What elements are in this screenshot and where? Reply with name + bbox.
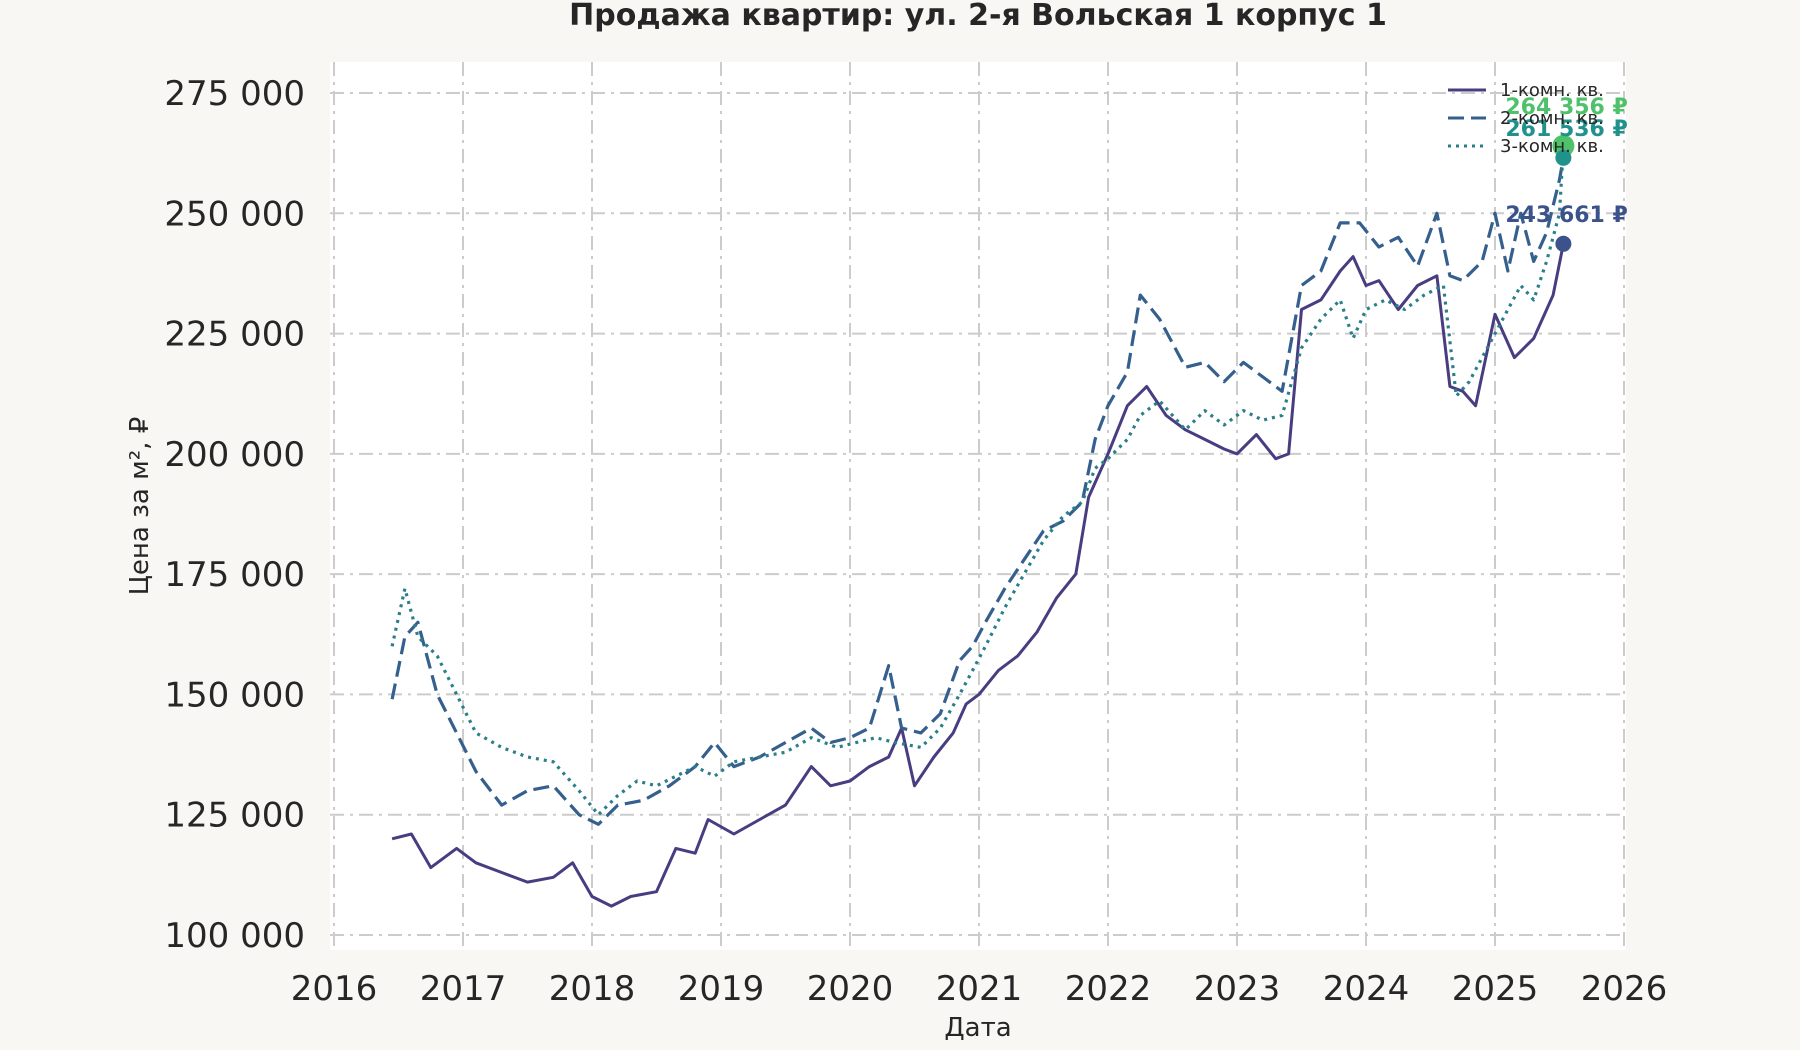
end-markers: 264 356 ₽261 536 ₽ 243 661 ₽ <box>1505 95 1628 252</box>
end-value-label: 261 536 ₽ <box>1505 117 1627 142</box>
end-point-marker <box>1555 235 1572 252</box>
x-tick-label: 2016 <box>291 969 378 1009</box>
x-tick-label: 2019 <box>678 969 765 1009</box>
grid <box>330 62 1626 950</box>
y-tick-label: 150 000 <box>164 675 305 715</box>
x-tick-label: 2017 <box>420 969 507 1009</box>
series-line-1 <box>391 243 1565 908</box>
y-axis-ticks: 100 000 125 000 150 000 175 000 200 000 225 0… <box>164 74 305 956</box>
y-axis-label: Цена за м², ₽ <box>125 417 155 596</box>
x-tick-label: 2021 <box>936 969 1023 1009</box>
y-tick-label: 225 000 <box>164 315 305 355</box>
end-value-label: 264 356 ₽ <box>1505 95 1627 120</box>
series-line-3 <box>390 145 1565 817</box>
end-point-marker <box>1552 134 1575 157</box>
end-value-label: 243 661 ₽ <box>1505 203 1627 228</box>
legend: 1-комн. кв. 2-комн. кв. 3-комн. кв. <box>1448 80 1604 157</box>
x-axis-label: Дата <box>944 1013 1011 1043</box>
legend-item-label: 1-комн. кв. <box>1500 80 1604 101</box>
y-tick-label: 100 000 <box>164 916 305 956</box>
y-tick-label: 125 000 <box>164 796 305 836</box>
x-tick-label: 2026 <box>1581 969 1668 1009</box>
series-lines <box>390 145 1565 908</box>
y-tick-label: 250 000 <box>164 194 305 234</box>
legend-item-label: 2-комн. кв. <box>1500 108 1604 129</box>
x-tick-label: 2018 <box>549 969 636 1009</box>
x-tick-label: 2022 <box>1065 969 1152 1009</box>
legend-item-label: 3-комн. кв. <box>1500 136 1604 157</box>
chart-title: Продажа квартир: ул. 2-я Вольская 1 корп… <box>569 0 1387 33</box>
x-tick-label: 2023 <box>1194 969 1281 1009</box>
y-tick-label: 200 000 <box>164 435 305 475</box>
end-point-marker <box>1555 149 1572 166</box>
x-tick-label: 2020 <box>807 969 894 1009</box>
series-line-2 <box>390 157 1565 826</box>
y-tick-label: 175 000 <box>164 555 305 595</box>
x-tick-label: 2024 <box>1323 969 1410 1009</box>
x-tick-label: 2025 <box>1452 969 1539 1009</box>
x-axis-ticks: 2016 2017 2018 2019 2020 2021 2022 2023 2024 2025… <box>291 969 1668 1009</box>
y-tick-label: 275 000 <box>164 74 305 114</box>
